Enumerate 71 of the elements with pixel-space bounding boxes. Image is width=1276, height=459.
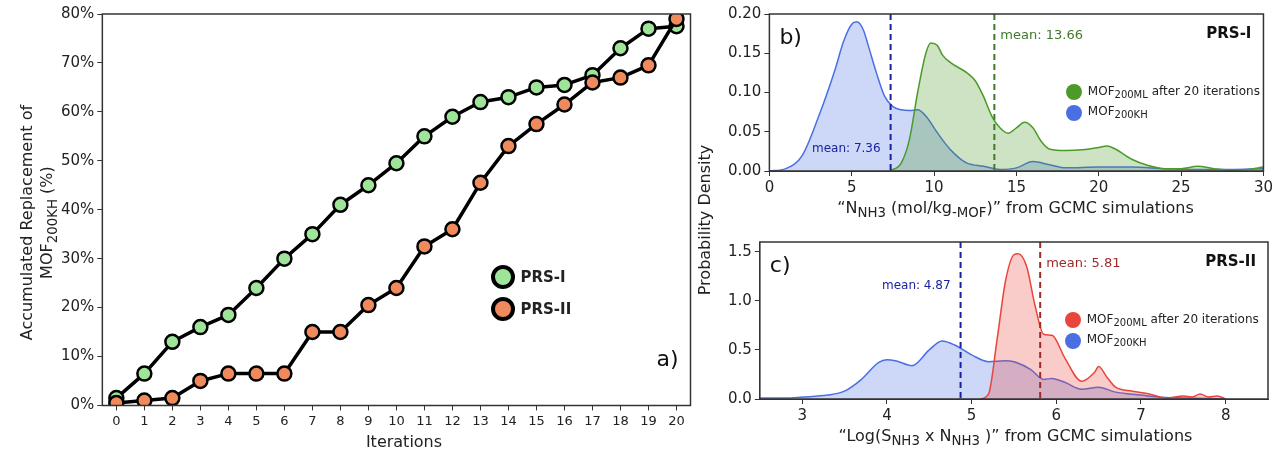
ref-line-label: mean: 4.87 [881, 278, 951, 293]
x-tick-label: 8 [336, 412, 345, 428]
x-tick-label: 17 [584, 412, 601, 428]
y-tick-label: 50% [61, 150, 95, 169]
legend-label: PRS-II [520, 299, 572, 318]
y-tick-label: 0.5 [728, 339, 752, 358]
x-tick-label: 19 [640, 412, 657, 428]
x-tick-label: 10 [924, 177, 944, 196]
legend-label: MOF$_{200KH}$ [1087, 104, 1148, 121]
x-tick-label: 0 [764, 177, 775, 196]
ref-line-label: mean: 13.66 [1000, 27, 1083, 43]
y-tick-label: 40% [61, 199, 95, 218]
y-tick-label: 0.15 [727, 43, 762, 62]
ref-line-label: mean: 5.81 [1046, 255, 1121, 271]
x-tick-label: 15 [528, 412, 545, 428]
y-tick-label: 80% [61, 3, 95, 22]
x-tick-label: 2 [168, 412, 177, 428]
x-tick-label: 5 [846, 177, 857, 196]
x-tick-label: 13 [472, 412, 489, 428]
legend-label: PRS-I [520, 267, 566, 286]
x-tick-label: 7 [1136, 405, 1146, 424]
x-tick-label: 16 [556, 412, 573, 428]
annotation: b) [779, 23, 802, 49]
annotation: a) [656, 346, 679, 372]
x-tick-label: 1 [140, 412, 149, 428]
y-tick-label: 0.10 [727, 82, 762, 101]
x-tick-label: 6 [1051, 405, 1062, 424]
x-tick-label: 14 [500, 412, 517, 428]
y-tick-label: 0.05 [727, 121, 762, 140]
x-tick-label: 7 [308, 412, 317, 428]
legend-label: MOF$_{200ML}$ after 20 iterations [1087, 83, 1260, 101]
y-tick-label: 20% [61, 297, 95, 316]
y-tick-label: 30% [61, 248, 95, 267]
x-tick-label: 30 [1253, 177, 1273, 196]
x-tick-label: 25 [1171, 177, 1191, 196]
x-tick-label: 8 [1220, 405, 1231, 424]
x-tick-label: 10 [388, 412, 405, 428]
x-tick-label: 4 [882, 405, 892, 424]
y-tick-label: 70% [61, 52, 95, 71]
annotation: c) [769, 251, 791, 277]
y-tick-label: 1.5 [728, 241, 752, 260]
legend-label: MOF$_{200KH}$ [1086, 332, 1147, 349]
x-axis-title: Iterations [364, 432, 444, 451]
x-tick-label: 3 [196, 412, 205, 428]
y-tick-label: 10% [61, 346, 95, 365]
y-tick-label: 0.00 [727, 160, 762, 179]
annotation: PRS-II [1205, 251, 1256, 270]
y-tick-label: 0.20 [727, 3, 762, 22]
y-tick-label: 1.0 [728, 290, 752, 309]
x-tick-label: 5 [966, 405, 977, 424]
x-tick-label: 11 [416, 412, 433, 428]
annotation: PRS-I [1206, 23, 1252, 42]
y-tick-label: 0.0 [728, 388, 752, 407]
x-axis-title: “N$_{NH3}$ (mol/kg$_{-MOF}$)” from GCMC simulations [836, 198, 1195, 221]
x-tick-label: 6 [280, 412, 289, 428]
y-tick-label: 0% [70, 395, 95, 414]
x-tick-label: 3 [797, 405, 807, 424]
x-tick-label: 15 [1006, 177, 1026, 196]
x-tick-label: 20 [668, 412, 685, 428]
x-tick-label: 12 [444, 412, 461, 428]
x-tick-label: 20 [1089, 177, 1109, 196]
x-tick-label: 5 [252, 412, 261, 428]
x-tick-label: 9 [364, 412, 373, 428]
legend-label: MOF$_{200ML}$ after 20 iterations [1086, 311, 1259, 329]
ref-line-label: mean: 7.36 [812, 141, 881, 156]
y-axis-title: Probability Density [695, 143, 715, 298]
x-tick-label: 4 [224, 412, 233, 428]
x-tick-label: 18 [612, 412, 629, 428]
x-tick-label: 0 [112, 412, 121, 428]
x-axis-title: “Log(S$_{NH3}$ x N$_{NH3}$ )” from GCMC simulations [837, 426, 1194, 449]
y-tick-label: 60% [61, 101, 95, 120]
